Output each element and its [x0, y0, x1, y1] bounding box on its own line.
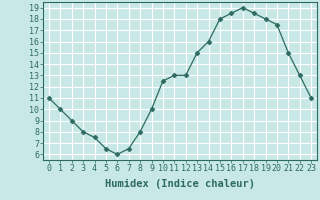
X-axis label: Humidex (Indice chaleur): Humidex (Indice chaleur): [105, 179, 255, 189]
